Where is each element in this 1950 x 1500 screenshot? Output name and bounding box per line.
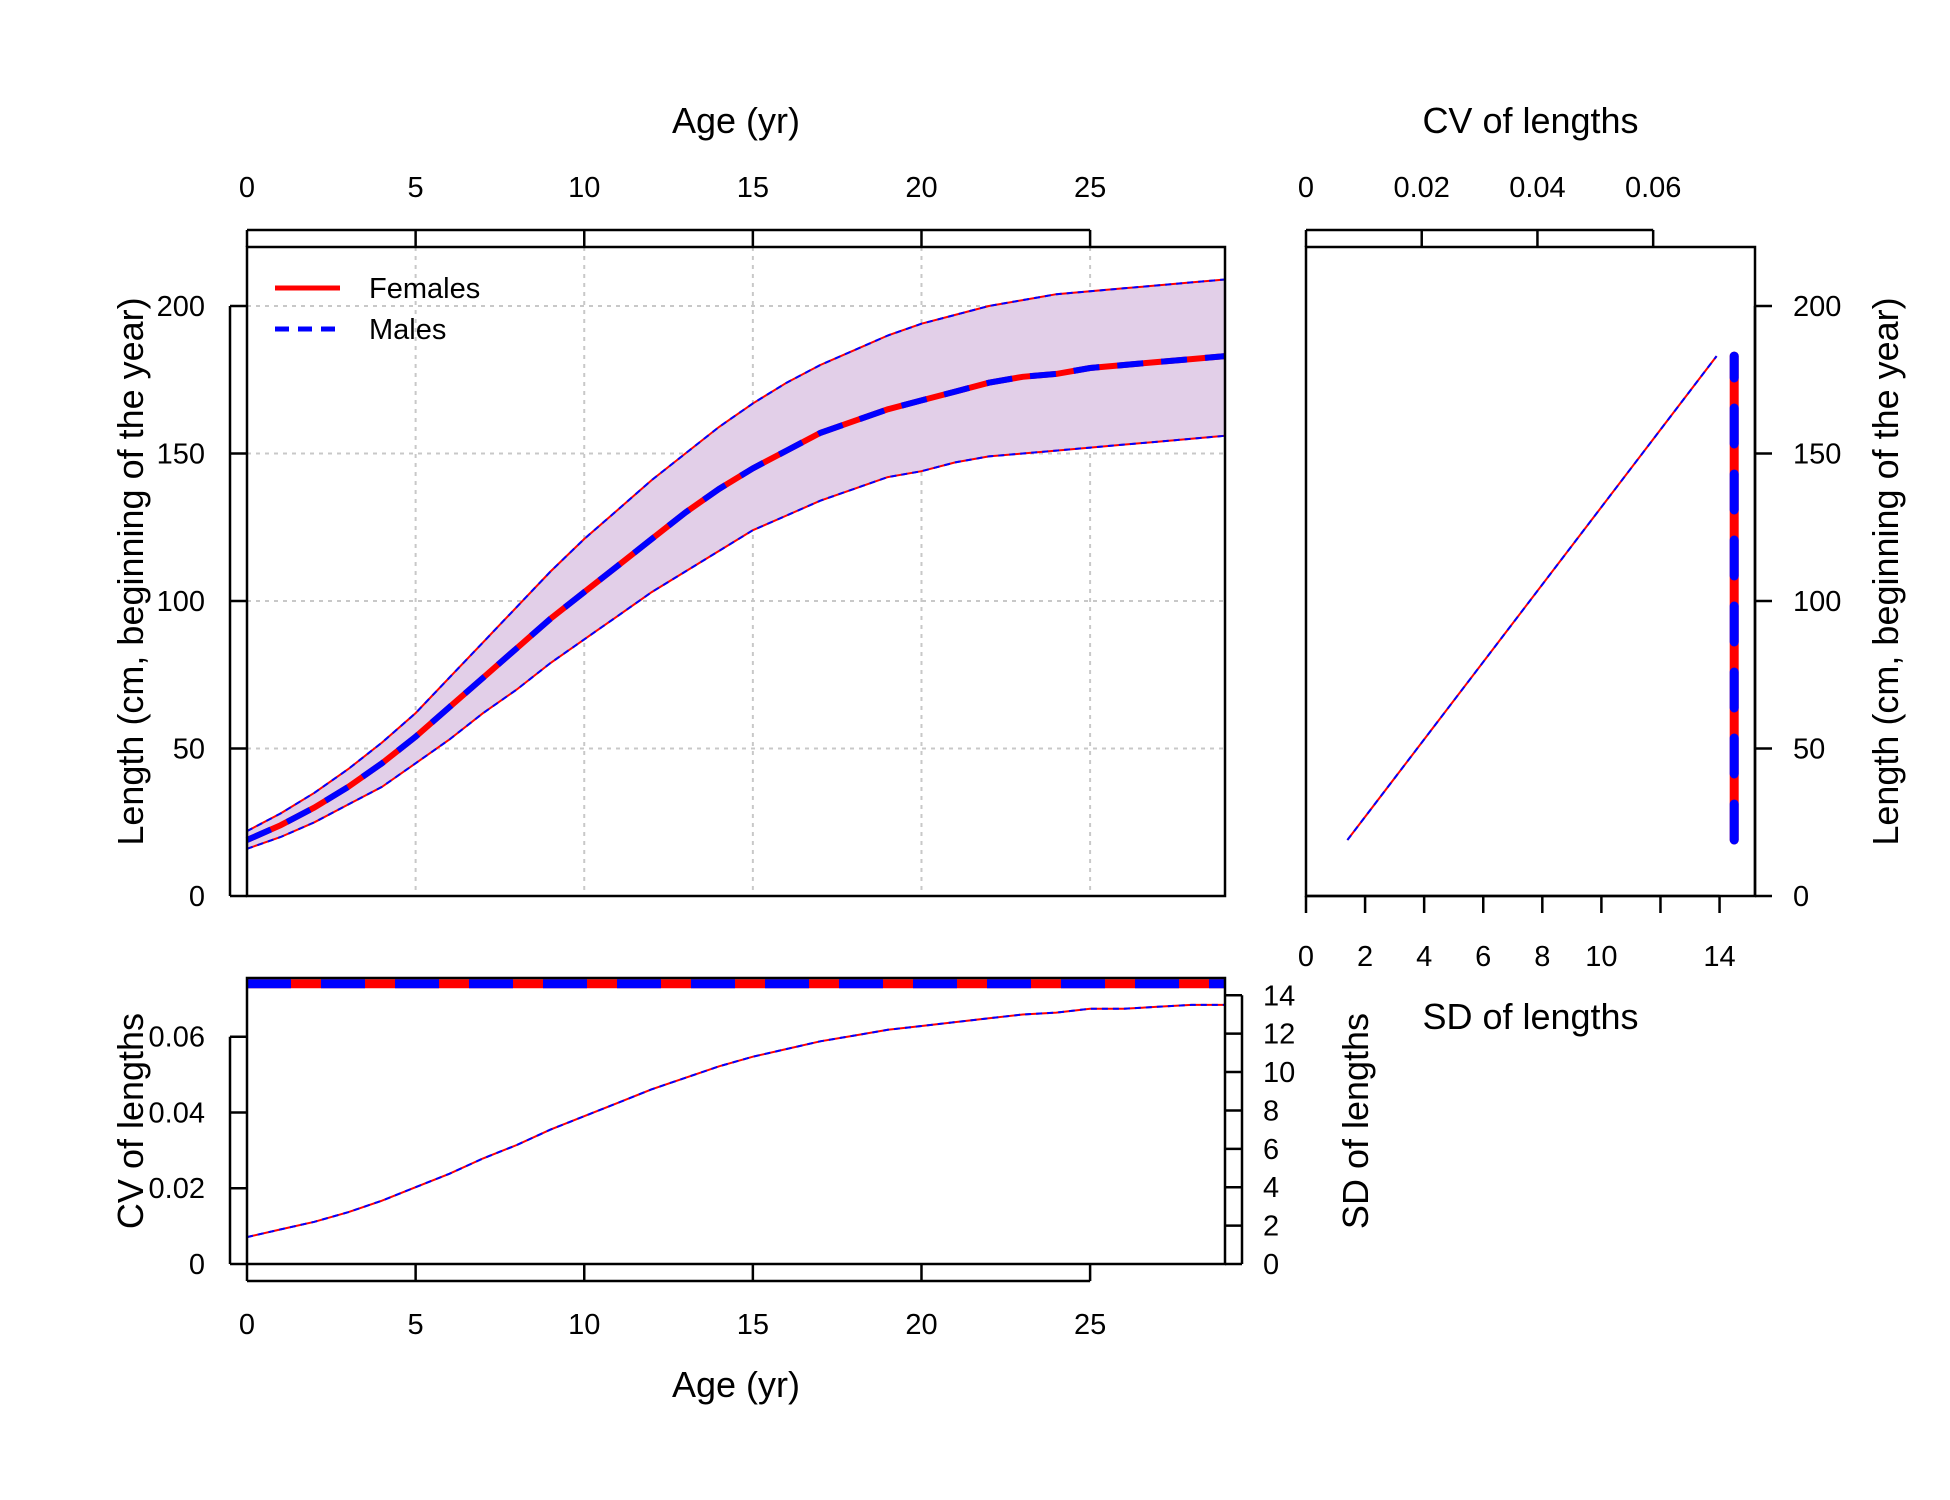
- y-tick-label: 200: [157, 291, 205, 323]
- x2-tick-label: 0.04: [1509, 172, 1565, 204]
- plot-frame: [245, 976, 1227, 1266]
- panel-sd-cv-vs-length: 0 2 4 6 8 10 14 SD of lengths 0 0.02 0.04 0.06 CV of…: [1298, 100, 1906, 1037]
- sd-line-males: [246, 1003, 1225, 1239]
- y-axis-title: Length (cm, beginning of the year): [1865, 297, 1906, 845]
- y2-tick-label: 14: [1263, 980, 1295, 1012]
- x-tick-label: 4: [1416, 941, 1432, 973]
- y-tick-label: 0: [189, 881, 205, 913]
- x-tick-label: 20: [905, 1309, 937, 1341]
- y2-tick-label: 6: [1263, 1134, 1279, 1166]
- x-tick-label: 15: [737, 1309, 769, 1341]
- x-tick-label: 25: [1074, 1309, 1106, 1341]
- series-line-males-sd: [1346, 355, 1718, 841]
- y-tick-label: 0: [1793, 881, 1809, 913]
- y-tick-label: 200: [1793, 291, 1841, 323]
- y-tick-label: 0.04: [149, 1097, 205, 1129]
- x-axis-title: SD of lengths: [1422, 996, 1638, 1037]
- x-tick-label: 2: [1357, 941, 1373, 973]
- band-upper-males: [246, 278, 1226, 832]
- y2-axis-title: SD of lengths: [1335, 1013, 1376, 1229]
- sd-line-females: [246, 1003, 1225, 1239]
- x-axis-title: Age (yr): [672, 1364, 800, 1405]
- x-tick-label: 14: [1703, 941, 1735, 973]
- y-tick-label: 0.02: [149, 1173, 205, 1205]
- x-tick-label: 0: [239, 172, 255, 204]
- x-tick-label: 10: [1585, 941, 1617, 973]
- y2-tick-label: 4: [1263, 1172, 1279, 1204]
- x-tick-label: 5: [408, 1309, 424, 1341]
- x-tick-label: 6: [1475, 941, 1491, 973]
- y-tick-label: 0: [189, 1249, 205, 1281]
- band-lower-females: [246, 434, 1226, 850]
- x-tick-label: 10: [568, 172, 600, 204]
- x-tick-label: 0: [239, 1309, 255, 1341]
- legend-label-females: Females: [369, 273, 480, 305]
- x-tick-label: 15: [737, 172, 769, 204]
- y-axis-title: Length (cm, beginning of the year): [110, 297, 151, 845]
- y-tick-label: 150: [1793, 439, 1841, 471]
- y2-tick-label: 12: [1263, 1019, 1295, 1051]
- y2-tick-label: 8: [1263, 1095, 1279, 1127]
- x-tick-label: 25: [1074, 172, 1106, 204]
- x2-axis-title: CV of lengths: [1422, 100, 1638, 141]
- x2-tick-label: 0: [1298, 172, 1314, 204]
- x-tick-label: 10: [568, 1309, 600, 1341]
- y-tick-label: 50: [1793, 734, 1825, 766]
- y-axis-title: CV of lengths: [110, 1013, 151, 1229]
- x2-tick-label: 0.06: [1625, 172, 1681, 204]
- plot-frame: [1304, 245, 1757, 898]
- x-tick-label: 0: [1298, 941, 1314, 973]
- y2-tick-label: 0: [1263, 1249, 1279, 1281]
- x-tick-label: 20: [905, 172, 937, 204]
- interval-band: [247, 279, 1225, 849]
- y-tick-label: 50: [173, 734, 205, 766]
- y-tick-label: 0.06: [149, 1022, 205, 1054]
- plot-frame: [245, 245, 1227, 898]
- y2-tick-label: 10: [1263, 1057, 1295, 1089]
- y2-tick-label: 2: [1263, 1211, 1279, 1243]
- series-line-males: [245, 353, 1226, 843]
- legend-label-males: Males: [369, 314, 446, 346]
- y-tick-label: 100: [1793, 586, 1841, 618]
- y-tick-label: 150: [157, 439, 205, 471]
- y-tick-label: 100: [157, 586, 205, 618]
- x2-tick-label: 0.02: [1393, 172, 1449, 204]
- x-tick-label: 5: [408, 172, 424, 204]
- x-tick-label: 8: [1534, 941, 1550, 973]
- x-axis-title: Age (yr): [672, 100, 800, 141]
